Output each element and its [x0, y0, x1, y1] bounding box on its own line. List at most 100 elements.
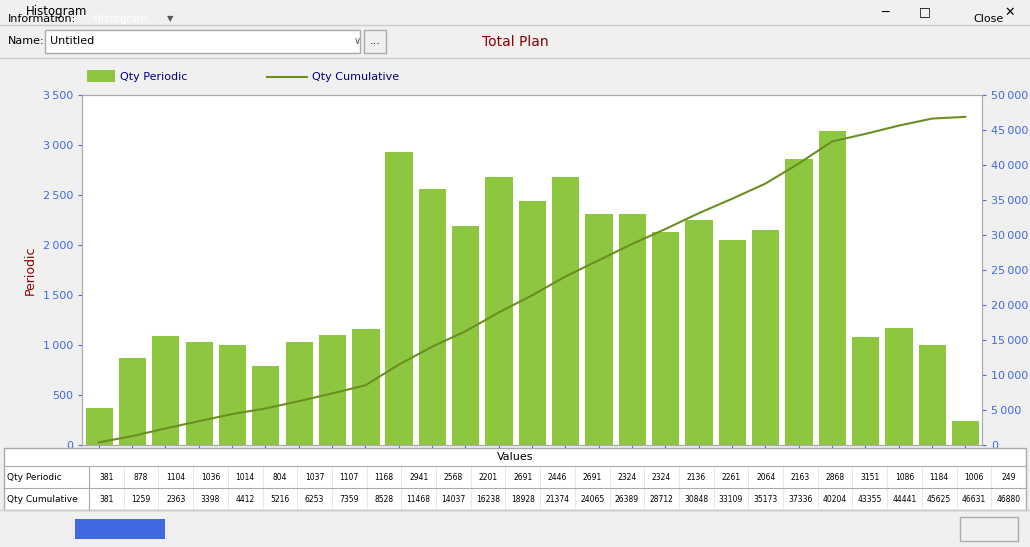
Text: 1107: 1107 — [340, 473, 358, 481]
Text: 1014: 1014 — [236, 473, 254, 481]
Bar — [718, 238, 746, 445]
Text: 2941: 2941 — [409, 473, 428, 481]
Bar — [217, 344, 246, 445]
Bar — [851, 336, 880, 445]
Bar — [117, 357, 146, 445]
Text: 4412: 4412 — [236, 494, 254, 503]
Text: Qty Cumulative: Qty Cumulative — [312, 72, 400, 82]
Y-axis label: Periodic: Periodic — [24, 245, 37, 295]
Text: ...: ... — [370, 37, 380, 46]
Text: 45625: 45625 — [927, 494, 952, 503]
Text: 1006: 1006 — [964, 473, 984, 481]
Text: 2163: 2163 — [791, 473, 810, 481]
Text: 1104: 1104 — [166, 473, 185, 481]
Text: 46631: 46631 — [962, 494, 986, 503]
Bar — [351, 328, 379, 445]
Text: 43355: 43355 — [858, 494, 882, 503]
Bar — [785, 158, 813, 445]
Text: 381: 381 — [99, 473, 113, 481]
Text: 2446: 2446 — [548, 473, 568, 481]
Text: Untitled: Untitled — [50, 37, 95, 46]
Text: 1086: 1086 — [895, 473, 915, 481]
Text: 44441: 44441 — [892, 494, 917, 503]
Text: 2691: 2691 — [583, 473, 602, 481]
Text: 16238: 16238 — [476, 494, 501, 503]
Bar — [151, 335, 179, 445]
Bar — [318, 334, 346, 445]
Text: ▼: ▼ — [167, 14, 173, 23]
Bar — [284, 341, 313, 445]
Text: 1168: 1168 — [375, 473, 393, 481]
Text: 7359: 7359 — [340, 494, 359, 503]
Text: Qty Periodic: Qty Periodic — [7, 473, 62, 481]
Bar — [384, 151, 413, 445]
Bar — [818, 130, 847, 445]
Text: 37336: 37336 — [788, 494, 813, 503]
Text: 2868: 2868 — [826, 473, 845, 481]
Bar — [251, 365, 279, 445]
Text: 2136: 2136 — [687, 473, 706, 481]
Bar — [551, 176, 580, 445]
Text: 2691: 2691 — [513, 473, 533, 481]
Text: 3398: 3398 — [201, 494, 220, 503]
Text: 381: 381 — [99, 494, 113, 503]
Text: 33109: 33109 — [719, 494, 743, 503]
Text: 28712: 28712 — [650, 494, 674, 503]
Bar — [651, 231, 680, 445]
Text: 14037: 14037 — [441, 494, 466, 503]
Text: 249: 249 — [1001, 473, 1016, 481]
Text: □: □ — [919, 5, 931, 19]
Text: 1037: 1037 — [305, 473, 324, 481]
Text: 21374: 21374 — [546, 494, 570, 503]
Text: 3151: 3151 — [860, 473, 880, 481]
Text: Histogram: Histogram — [26, 5, 88, 19]
Text: Qty Cumulative: Qty Cumulative — [7, 494, 77, 503]
Text: Histogram: Histogram — [93, 14, 147, 24]
Text: 24065: 24065 — [580, 494, 605, 503]
Text: 5216: 5216 — [270, 494, 289, 503]
Text: 878: 878 — [134, 473, 148, 481]
Bar — [84, 407, 113, 445]
Text: 2324: 2324 — [652, 473, 672, 481]
Text: Values: Values — [496, 452, 534, 462]
Text: 40204: 40204 — [823, 494, 848, 503]
Bar — [584, 213, 613, 445]
Text: 26389: 26389 — [615, 494, 639, 503]
Text: 1184: 1184 — [930, 473, 949, 481]
Text: Information:: Information: — [8, 14, 76, 24]
Bar — [951, 420, 980, 445]
Text: 35173: 35173 — [754, 494, 778, 503]
Text: 804: 804 — [273, 473, 287, 481]
Text: Name:: Name: — [8, 37, 44, 46]
Text: 8528: 8528 — [375, 494, 393, 503]
Bar — [885, 327, 913, 445]
Bar — [751, 229, 780, 445]
Text: 2261: 2261 — [721, 473, 741, 481]
Text: 2324: 2324 — [617, 473, 637, 481]
Bar — [484, 176, 513, 445]
Bar — [184, 341, 213, 445]
Bar — [685, 219, 713, 445]
Text: 46880: 46880 — [997, 494, 1021, 503]
Text: ─: ─ — [882, 5, 889, 19]
Text: Total Plan: Total Plan — [482, 34, 548, 49]
Text: 30848: 30848 — [684, 494, 709, 503]
Bar — [618, 213, 646, 445]
Text: Close: Close — [974, 14, 1004, 24]
Text: ∨: ∨ — [353, 37, 360, 46]
Bar — [918, 345, 947, 445]
Text: Qty Periodic: Qty Periodic — [121, 72, 187, 82]
Text: ✕: ✕ — [1004, 5, 1016, 19]
Text: 2064: 2064 — [756, 473, 776, 481]
Text: 11468: 11468 — [407, 494, 431, 503]
Text: 1259: 1259 — [132, 494, 150, 503]
Text: 18928: 18928 — [511, 494, 535, 503]
Bar — [518, 200, 546, 445]
Text: 2568: 2568 — [444, 473, 464, 481]
Text: 6253: 6253 — [305, 494, 324, 503]
Bar — [451, 225, 480, 445]
Bar — [418, 188, 446, 445]
Text: 2201: 2201 — [479, 473, 497, 481]
Text: 1036: 1036 — [201, 473, 220, 481]
Text: 2363: 2363 — [166, 494, 185, 503]
